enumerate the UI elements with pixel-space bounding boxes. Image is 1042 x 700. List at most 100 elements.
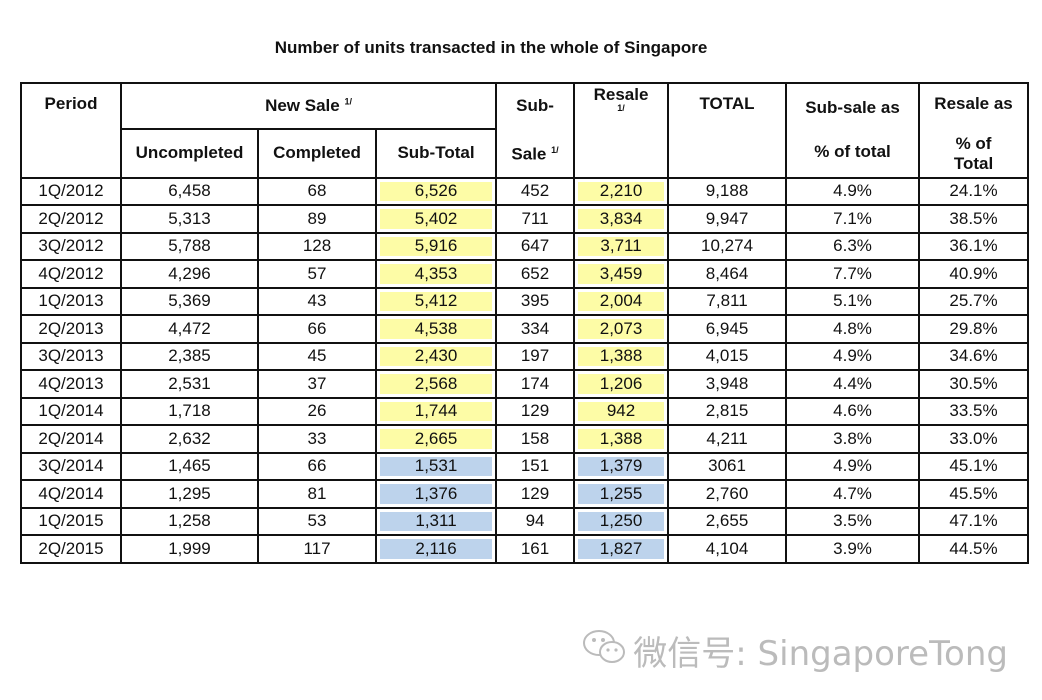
header-text: TOTAL	[699, 94, 755, 113]
footnote-mark: 1/	[344, 96, 352, 107]
table-cell: 6,526	[374, 176, 498, 207]
table-cell: 37	[257, 369, 377, 399]
table-cell: 7.1%	[785, 204, 921, 234]
table-cell: 33	[257, 424, 377, 454]
table-cell: 5,788	[120, 231, 259, 262]
table-cell: 2,665	[374, 424, 498, 454]
table-cell: 8,464	[667, 259, 788, 289]
table-cell: 2,210	[573, 176, 670, 207]
table-cell: 1,258	[120, 506, 259, 537]
table-cell: 3,834	[573, 204, 670, 234]
table-row: 1Q/2012 6,458 68 6,526 452 2,210 9,188 4.9% 24.1…	[20, 176, 1030, 207]
table-cell: 30.5%	[918, 369, 1030, 399]
table-cell: 4,104	[667, 534, 788, 564]
table-cell: 1,465	[120, 451, 259, 482]
table-row: 3Q/2012 5,788 128 5,916 647 3,711 10,274 6.3% 36…	[20, 231, 1030, 262]
header-text: Uncompleted	[135, 143, 244, 163]
table-cell: 1,388	[573, 341, 670, 372]
wechat-icon	[583, 630, 625, 663]
table-cell: 45.1%	[918, 451, 1030, 482]
table-cell: 33.5%	[918, 396, 1030, 427]
table-cell: 1,250	[573, 506, 670, 537]
table-row: 1Q/2014 1,718 26 1,744 129 942 2,815 4.6% 33.5%	[20, 396, 1030, 427]
table-cell: 197	[495, 341, 576, 372]
table-cell: 4,538	[374, 314, 498, 344]
header-cell: Period	[20, 82, 122, 179]
table-cell: 1,388	[573, 424, 670, 454]
header-cell: Resale 1/	[573, 82, 670, 179]
table-cell: 5,402	[374, 204, 498, 234]
table-cell: 128	[257, 231, 377, 262]
table-cell: 5.1%	[785, 286, 921, 317]
table-cell: 3,948	[667, 369, 788, 399]
table-cell: 40.9%	[918, 259, 1030, 289]
table-cell: 1Q/2014	[20, 396, 122, 427]
table-cell: 2Q/2014	[20, 424, 122, 454]
table-cell: 29.8%	[918, 314, 1030, 344]
table-cell: 3.9%	[785, 534, 921, 564]
table-cell: 9,947	[667, 204, 788, 234]
table-cell: 38.5%	[918, 204, 1030, 234]
table-cell: 4.4%	[785, 369, 921, 399]
table-cell: 5,412	[374, 286, 498, 317]
table-cell: 4.9%	[785, 451, 921, 482]
table-cell: 4.6%	[785, 396, 921, 427]
table-cell: 1,744	[374, 396, 498, 427]
table-cell: 3Q/2013	[20, 341, 122, 372]
table-cell: 4Q/2013	[20, 369, 122, 399]
table-cell: 68	[257, 176, 377, 207]
table-cell: 6,458	[120, 176, 259, 207]
table-row: 4Q/2014 1,295 81 1,376 129 1,255 2,760 4.7% 45.5…	[20, 479, 1030, 509]
header-cell: Uncompleted	[120, 128, 259, 179]
table-cell: 2,385	[120, 341, 259, 372]
table-cell: 1,311	[374, 506, 498, 537]
table-cell: 129	[495, 396, 576, 427]
table-cell: 5,916	[374, 231, 498, 262]
table-cell: 2,815	[667, 396, 788, 427]
table-cell: 3,711	[573, 231, 670, 262]
table-body: 1Q/2012 6,458 68 6,526 452 2,210 9,188 4.9% 24.1…	[20, 176, 1030, 564]
header-text: New Sale	[265, 96, 340, 116]
header-text: Period	[44, 94, 98, 113]
table-cell: 1,206	[573, 369, 670, 399]
table-cell: 57	[257, 259, 377, 289]
table-row: 3Q/2014 1,465 66 1,531 151 1,379 3061 4.9% 45.1%	[20, 451, 1030, 482]
table-cell: 174	[495, 369, 576, 399]
table-cell: 652	[495, 259, 576, 289]
table-cell: 6.3%	[785, 231, 921, 262]
table-cell: 3Q/2012	[20, 231, 122, 262]
table-cell: 34.6%	[918, 341, 1030, 372]
table-cell: 1,531	[374, 451, 498, 482]
table-cell: 1,379	[573, 451, 670, 482]
table-cell: 1,999	[120, 534, 259, 564]
table-cell: 44.5%	[918, 534, 1030, 564]
header-cell: Sub-Total	[374, 128, 498, 179]
table-cell: 1,255	[573, 479, 670, 509]
table-cell: 452	[495, 176, 576, 207]
table-cell: 2Q/2012	[20, 204, 122, 234]
table-cell: 9,188	[667, 176, 788, 207]
table-cell: 2Q/2013	[20, 314, 122, 344]
table-cell: 4Q/2012	[20, 259, 122, 289]
watermark: 微信号: SingaporeTong	[633, 634, 1008, 674]
table-cell: 2,004	[573, 286, 670, 317]
table-cell: 7,811	[667, 286, 788, 317]
table-cell: 4.9%	[785, 341, 921, 372]
table-row: 4Q/2012 4,296 57 4,353 652 3,459 8,464 7.7% 40.9…	[20, 259, 1030, 289]
table-cell: 647	[495, 231, 576, 262]
table-cell: 1,718	[120, 396, 259, 427]
table-cell: 395	[495, 286, 576, 317]
header-text: Sub-Total	[397, 143, 475, 163]
table-cell: 3.5%	[785, 506, 921, 537]
table-cell: 117	[257, 534, 377, 564]
table-cell: 1Q/2013	[20, 286, 122, 317]
table-cell: 5,369	[120, 286, 259, 317]
table-cell: 81	[257, 479, 377, 509]
footnote-mark: 1/	[551, 145, 559, 155]
title: Number of units transacted in the whole …	[274, 38, 708, 57]
table-cell: 1,376	[374, 479, 498, 509]
data-table: Period New Sale 1/ Sub- Sale 1/ Resale 1/ …	[20, 81, 1030, 564]
table-cell: 4,015	[667, 341, 788, 372]
table-cell: 24.1%	[918, 176, 1030, 207]
table-cell: 66	[257, 314, 377, 344]
